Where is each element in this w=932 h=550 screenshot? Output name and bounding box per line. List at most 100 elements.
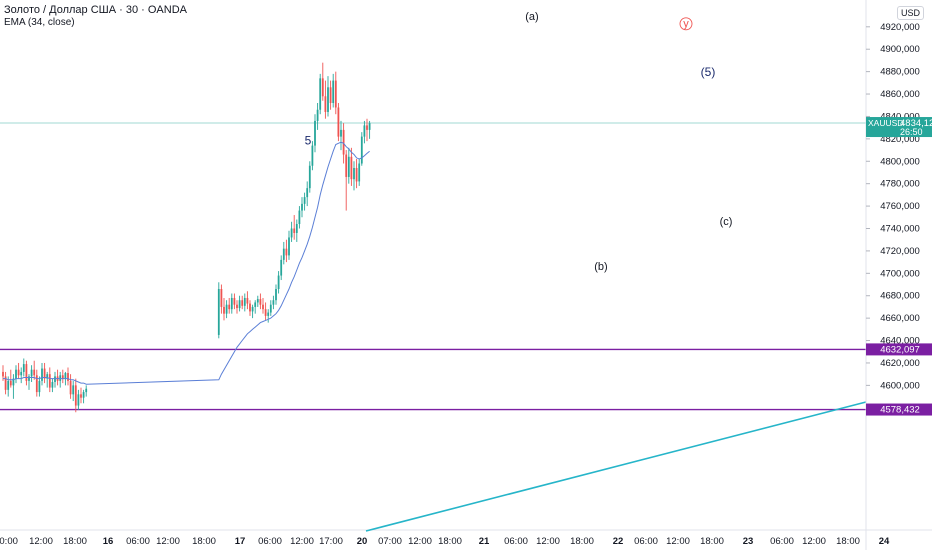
candle-body (272, 300, 275, 305)
y-tick-label: 4600,000 (880, 380, 920, 391)
level-price-bg (866, 343, 932, 356)
candle-body (243, 297, 246, 306)
x-tick-label: 21 (479, 536, 490, 547)
rising-trend-line (365, 401, 867, 532)
x-tick-label: 00:00 (0, 536, 18, 547)
y-tick-label: 4740,000 (880, 223, 920, 234)
time-axis[interactable]: 00:00 12:00 18:00 16 06:00 12:00 18:00 17 06:00 1… (0, 536, 890, 547)
candle-body (64, 373, 67, 379)
candle-body (301, 203, 303, 211)
x-tick-label: 06:00 (634, 536, 658, 547)
candle-body (217, 289, 220, 335)
candle-body (363, 125, 366, 137)
candle-body (48, 374, 51, 388)
candle-body (311, 145, 314, 166)
candle-body (51, 382, 54, 388)
symbol-title: Золото / Доллар США · 30 · OANDA (4, 4, 187, 16)
candle-body (306, 188, 309, 198)
y-tick-label: 4920,000 (880, 22, 920, 33)
candle-body (262, 304, 264, 310)
candle-body (246, 297, 249, 304)
candle-body (228, 304, 231, 310)
x-tick-label: 22 (613, 536, 624, 547)
x-tick-label: 20 (357, 536, 368, 547)
x-tick-label: 17 (235, 536, 246, 547)
candle-body (277, 275, 280, 290)
x-tick-label: 18:00 (570, 536, 594, 547)
candle-body (54, 376, 56, 383)
x-tick-label: 06:00 (126, 536, 150, 547)
candle-body (220, 289, 223, 307)
candle-body (295, 224, 298, 233)
candle-body (298, 210, 301, 225)
candle-body (43, 368, 46, 379)
candle-body (4, 376, 7, 390)
currency-label[interactable]: USD (897, 6, 925, 20)
annotation-label: (c) (720, 216, 733, 228)
y-tick-label: 4780,000 (880, 179, 920, 190)
candle-body (355, 167, 358, 182)
x-tick-label: 12:00 (156, 536, 180, 547)
candle-body (236, 304, 238, 309)
candle-body (82, 392, 85, 398)
y-tick-label: 4700,000 (880, 268, 920, 279)
y-tick-label: 4800,000 (880, 156, 920, 167)
level-price-label: 4578,432 (866, 403, 932, 416)
price-axis[interactable]: 4920,000 4900,000 4880,000 4860,000 4840,000… (865, 0, 932, 550)
candle-body (350, 156, 353, 180)
candle-body (35, 375, 38, 393)
candle-body (59, 375, 62, 381)
x-tick-label: 16 (103, 536, 114, 547)
candle-body (80, 394, 82, 398)
candle-body (241, 300, 244, 306)
candles (2, 62, 371, 413)
x-tick-label: 18:00 (63, 536, 87, 547)
y-tick-label: 4760,000 (880, 201, 920, 212)
candle-body (275, 289, 277, 301)
x-tick-label: 12:00 (290, 536, 314, 547)
annotation-label: y (683, 18, 689, 30)
annotation-label: 5 (305, 133, 312, 147)
candle-body (67, 373, 69, 381)
candle-body (254, 302, 257, 307)
candle-body (340, 129, 342, 137)
annotation-label: (b) (594, 261, 607, 273)
candle-body (347, 156, 350, 177)
candle-body (353, 167, 355, 180)
annotation-circle (679, 17, 693, 31)
y-tick-label: 4820,000 (880, 134, 920, 145)
candle-body (74, 385, 77, 406)
x-tick-label: 18:00 (836, 536, 860, 547)
candle-body (7, 380, 10, 390)
y-tick-label: 4900,000 (880, 44, 920, 55)
candle-body (290, 228, 293, 238)
candle-body (321, 78, 324, 97)
y-tick-label: 4860,000 (880, 89, 920, 100)
candle-body (345, 154, 348, 177)
y-tick-label: 4680,000 (880, 291, 920, 302)
candle-body (282, 248, 285, 260)
symbol-tag: XAUUSD (868, 118, 903, 128)
y-tick-label: 4620,000 (880, 358, 920, 369)
candle-body (38, 380, 41, 393)
candle-body (334, 80, 337, 108)
y-tick-label: 4880,000 (880, 67, 920, 78)
candle-body (327, 87, 329, 112)
x-tick-label: 12:00 (666, 536, 690, 547)
x-tick-label: 06:00 (258, 536, 282, 547)
ema-34-line (3, 141, 370, 385)
indicator-title: EMA (34, close) (4, 17, 75, 28)
candle-body (223, 306, 225, 314)
candle-body (9, 380, 12, 386)
candle-body (303, 197, 306, 204)
x-tick-label: 18:00 (700, 536, 724, 547)
candle-body (233, 297, 236, 305)
candle-body (30, 369, 33, 377)
candle-body (308, 165, 311, 189)
x-tick-label: 18:00 (438, 536, 462, 547)
x-tick-label: 12:00 (29, 536, 53, 547)
candle-body (280, 259, 283, 276)
current-price-value: 4834,120 (900, 118, 932, 129)
